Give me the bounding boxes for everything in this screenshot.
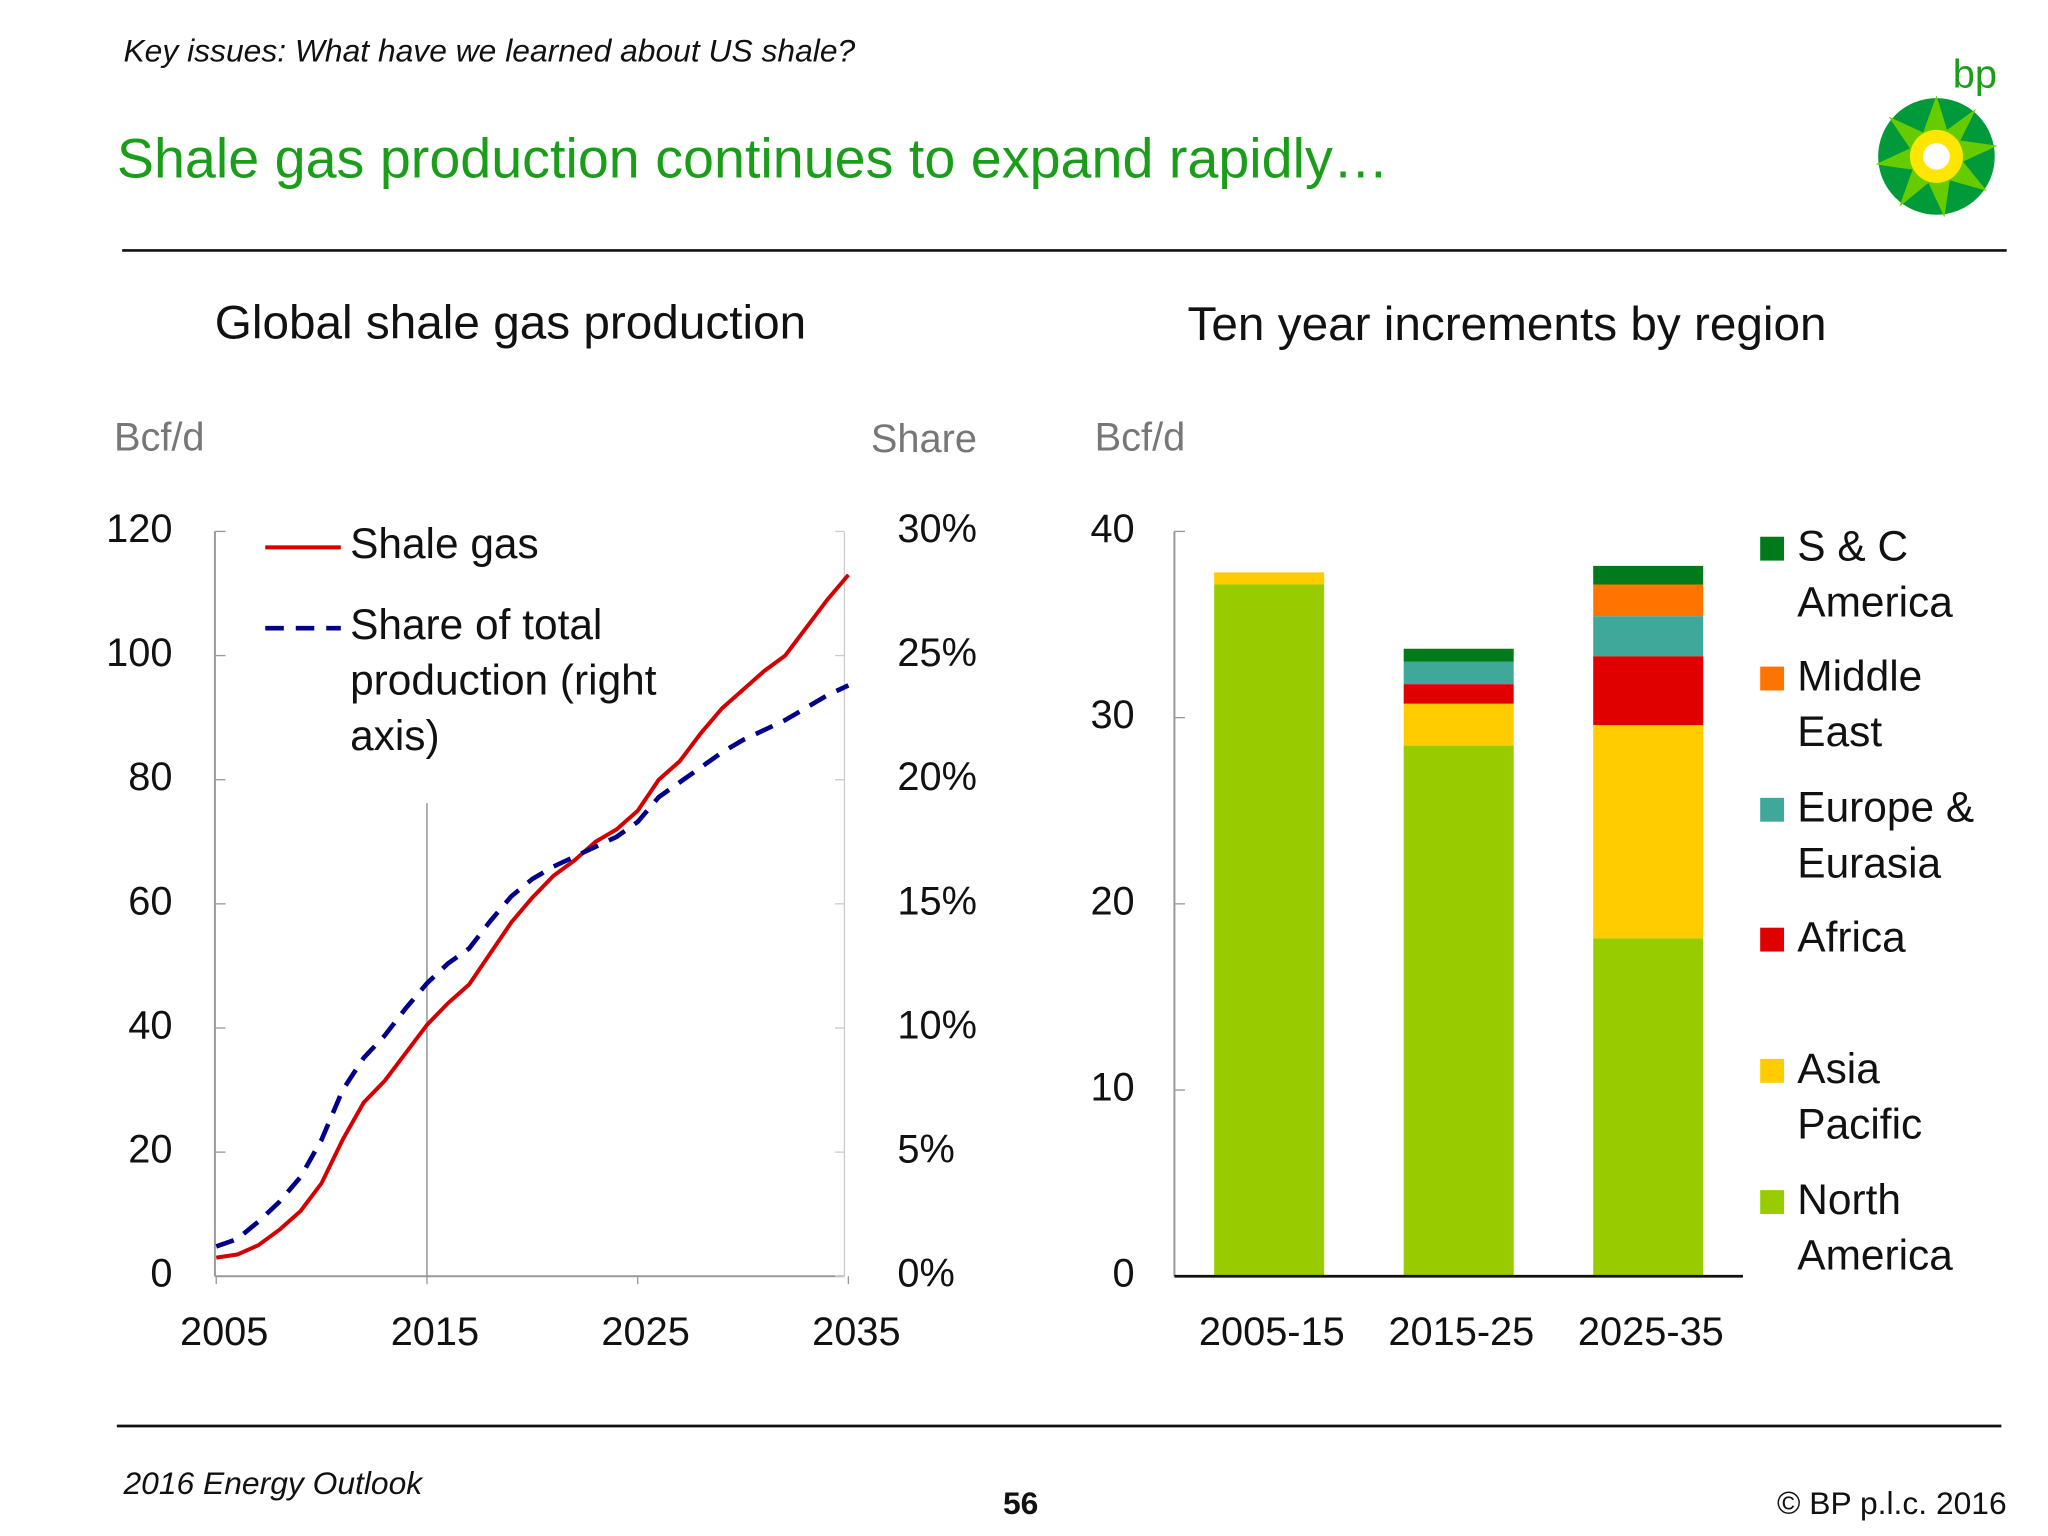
x-tick-label: 2015 bbox=[391, 1310, 479, 1354]
y-tick-label: 10 bbox=[1090, 1066, 1134, 1110]
bar-segment bbox=[1214, 572, 1325, 585]
y-tick-label: 20 bbox=[128, 1128, 172, 1172]
legend-swatch bbox=[1760, 797, 1785, 822]
legend-label: Share of total production (right axis) bbox=[350, 600, 657, 760]
chart-title: Ten year increments by region bbox=[1188, 298, 1827, 351]
legend-label: Middle East bbox=[1797, 652, 1923, 756]
x-tick-label: 2025 bbox=[601, 1310, 689, 1354]
y2-tick-label: 30% bbox=[897, 507, 977, 551]
legend-swatch bbox=[1760, 536, 1785, 561]
y2-tick-label: 15% bbox=[897, 879, 977, 923]
legend-label-box: Share of total production (right axis) bbox=[350, 600, 657, 760]
bar-segment bbox=[1403, 745, 1514, 1277]
y-tick-label: 0 bbox=[150, 1252, 172, 1296]
logo-text: bp bbox=[1953, 52, 1997, 96]
legend-label: Shale gas bbox=[350, 519, 539, 568]
series-line bbox=[215, 683, 850, 1249]
legend-swatch bbox=[1760, 1190, 1785, 1214]
series-line bbox=[215, 573, 850, 1260]
x-tick-label: 2015-25 bbox=[1388, 1310, 1534, 1354]
legend-label-box: Africa bbox=[1797, 913, 1906, 961]
bar-segment bbox=[1593, 656, 1704, 726]
y-tick-label: 60 bbox=[128, 879, 172, 923]
legend-label: S & C America bbox=[1797, 522, 1953, 626]
y2-tick-label: 0% bbox=[897, 1252, 954, 1296]
legend-label-box: Europe & Eurasia bbox=[1797, 783, 1975, 887]
y2-tick-label: 5% bbox=[897, 1128, 954, 1172]
bar-segment bbox=[1593, 565, 1704, 585]
y2-axis-label: Share bbox=[871, 417, 977, 461]
bar-segment bbox=[1593, 938, 1704, 1277]
y2-tick-label: 25% bbox=[897, 631, 977, 675]
y2-tick-label: 10% bbox=[897, 1003, 977, 1047]
bar-segment bbox=[1214, 584, 1325, 1277]
y-tick-label: 30 bbox=[1090, 693, 1134, 737]
legend-swatch bbox=[1760, 927, 1785, 952]
y2-tick-label: 20% bbox=[897, 755, 977, 799]
footer-right: © BP p.l.c. 2016 bbox=[1777, 1485, 2007, 1521]
y-tick-label: 20 bbox=[1090, 879, 1134, 923]
y-tick-label: 40 bbox=[1090, 507, 1134, 551]
legend-label: Asia Pacific bbox=[1797, 1044, 1923, 1148]
bar-segment bbox=[1593, 725, 1704, 939]
x-tick-label: 2005-15 bbox=[1199, 1310, 1345, 1354]
y-axis-label: Bcf/d bbox=[1095, 415, 1186, 459]
legend-label: Africa bbox=[1797, 913, 1906, 961]
footer-left: 2016 Energy Outlook bbox=[122, 1465, 424, 1501]
slide-title: Shale gas production continues to expand… bbox=[117, 128, 1389, 190]
y-axis-label: Bcf/d bbox=[114, 415, 205, 459]
legend-label-box: Asia Pacific bbox=[1797, 1044, 1923, 1148]
legend-swatch bbox=[1760, 1058, 1785, 1083]
legend-label-box: Shale gas bbox=[350, 519, 539, 568]
bar-segment bbox=[1403, 661, 1514, 685]
bp-logo bbox=[1875, 95, 1998, 218]
x-tick-label: 2025-35 bbox=[1578, 1310, 1724, 1354]
legend-label: Europe & Eurasia bbox=[1797, 783, 1975, 887]
y-tick-label: 80 bbox=[128, 755, 172, 799]
bar-segment bbox=[1403, 684, 1514, 704]
y-tick-label: 100 bbox=[106, 631, 172, 675]
bar-segment bbox=[1403, 703, 1514, 746]
bar-segment bbox=[1593, 584, 1704, 617]
page-number: 56 bbox=[1003, 1485, 1038, 1521]
legend-label-box: Middle East bbox=[1797, 652, 1923, 756]
x-tick-label: 2005 bbox=[180, 1310, 268, 1354]
y-tick-label: 120 bbox=[106, 507, 172, 551]
chart-title: Global shale gas production bbox=[215, 297, 806, 350]
x-tick-label: 2035 bbox=[812, 1310, 900, 1354]
bar-segment bbox=[1403, 648, 1514, 662]
legend-swatch bbox=[1760, 666, 1785, 691]
legend-label-box: North America bbox=[1797, 1175, 1953, 1279]
bar-segment bbox=[1593, 616, 1704, 657]
legend-label-box: S & C America bbox=[1797, 522, 1953, 626]
y-tick-label: 0 bbox=[1113, 1252, 1135, 1296]
legend-label: North America bbox=[1797, 1175, 1953, 1279]
y-tick-label: 40 bbox=[128, 1003, 172, 1047]
kicker: Key issues: What have we learned about U… bbox=[123, 32, 855, 68]
